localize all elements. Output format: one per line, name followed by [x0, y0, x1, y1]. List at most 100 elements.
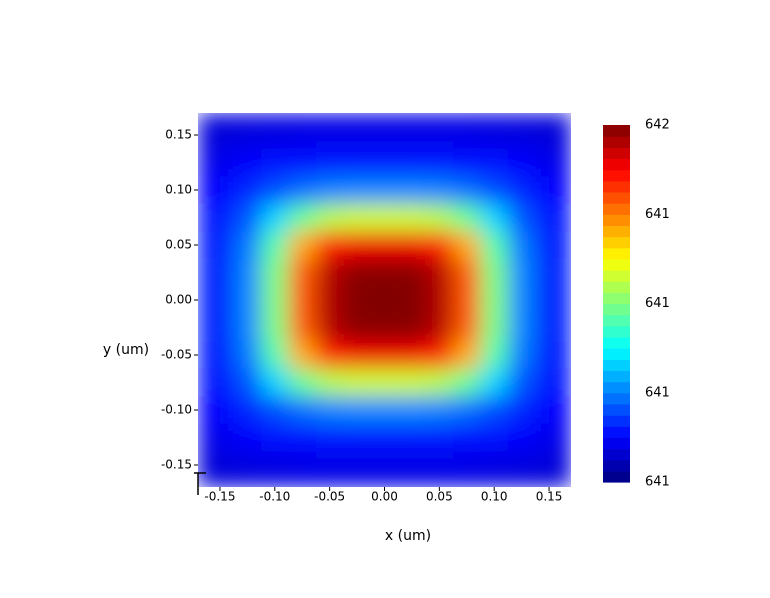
heatmap-cell	[480, 231, 509, 260]
heatmap-cell	[370, 368, 399, 397]
heatmap-cell	[453, 313, 481, 342]
heatmap-cell	[261, 341, 290, 370]
heatmap-cell	[233, 341, 262, 370]
heatmap-cell	[453, 368, 481, 397]
heatmap-cell	[425, 176, 454, 205]
colorbar-band	[603, 459, 630, 472]
colorbar-tick-label: 641	[645, 207, 670, 222]
colorbar-tick-label: 641	[645, 296, 670, 311]
colorbar-band	[603, 392, 630, 405]
y-tick-label: -0.15	[161, 458, 192, 472]
heatmap-cell	[233, 148, 262, 177]
heatmap-cell	[507, 396, 536, 425]
heatmap-cell	[198, 423, 235, 452]
heatmap-cell	[535, 396, 571, 425]
heatmap-cell	[480, 451, 509, 487]
heatmap-cell	[288, 341, 317, 370]
colorbar-band	[603, 136, 630, 148]
heatmap-cell	[233, 423, 262, 452]
heatmap-cell	[535, 368, 571, 397]
colorbar-band	[603, 403, 630, 416]
colorbar-band	[603, 258, 630, 271]
colorbar-band	[603, 303, 630, 316]
heatmap-cell	[507, 286, 536, 315]
heatmap-cell	[343, 286, 372, 315]
heatmap-cell	[288, 231, 317, 260]
heatmap-cell	[535, 148, 571, 177]
heatmap-cell	[535, 313, 571, 342]
heatmap-cell	[315, 113, 344, 150]
colorbar-band	[603, 281, 630, 293]
heatmap-cell	[425, 231, 454, 260]
heatmap-cell	[398, 231, 427, 260]
heatmap-cell	[288, 313, 317, 342]
colorbar-band	[603, 191, 630, 204]
colorbar-band	[603, 426, 630, 438]
y-tick-label: 0.10	[165, 183, 192, 197]
heatmap-cell	[288, 396, 317, 425]
heatmap-cell	[198, 451, 235, 487]
colorbar-tick-label: 641	[645, 475, 670, 490]
heatmap-cell	[535, 423, 571, 452]
colorbar-tick-label: 641	[645, 385, 670, 400]
y-axis-label: y (um)	[103, 342, 149, 358]
heatmap-cell	[398, 396, 427, 425]
heatmap-cell	[370, 341, 399, 370]
heatmap-cell	[343, 368, 372, 397]
heatmap-cell	[535, 113, 571, 150]
heatmap-cell	[453, 148, 481, 177]
heatmap-cell	[288, 368, 317, 397]
colorbar-tick-label: 642	[645, 118, 670, 133]
colorbar-band	[603, 381, 630, 394]
heatmap-cell	[315, 368, 344, 397]
heatmap-cell	[288, 423, 317, 452]
plot-area	[198, 113, 571, 487]
heatmap-cell	[398, 313, 427, 342]
heatmap-cell	[233, 113, 262, 150]
heatmap-cell	[507, 113, 536, 150]
heatmap-cell	[480, 203, 509, 232]
colorbar-band	[603, 247, 630, 260]
heatmap-cell	[480, 396, 509, 425]
heatmap-cell	[315, 451, 344, 487]
heatmap-cell	[198, 368, 235, 397]
x-tick-label: -0.05	[314, 490, 345, 504]
heatmap-cell	[261, 176, 290, 205]
colorbar-band	[603, 169, 630, 182]
heatmap-cell	[398, 203, 427, 232]
heatmap-cell	[261, 396, 290, 425]
heatmap-cell	[315, 423, 344, 452]
heatmap-cell	[198, 313, 235, 342]
colorbar-band	[603, 158, 630, 171]
heatmap-cell	[315, 148, 344, 177]
x-tick-label: -0.15	[204, 490, 235, 504]
heatmap-cell	[370, 451, 399, 487]
colorbar-band	[603, 214, 630, 227]
heatmap-cell	[261, 423, 290, 452]
heatmap-cell	[535, 203, 571, 232]
heatmap-cell	[480, 148, 509, 177]
heatmap-cell	[343, 313, 372, 342]
heatmap-cell	[535, 176, 571, 205]
colorbar-band	[603, 415, 630, 427]
heatmap-cell	[425, 286, 454, 315]
heatmap-cell	[398, 148, 427, 177]
heatmap-cell	[398, 286, 427, 315]
heatmap-cell	[507, 258, 536, 287]
heatmap-cell	[480, 113, 509, 150]
heatmap-cell	[315, 231, 344, 260]
heatmap-cell	[453, 258, 481, 287]
heatmap-cell	[315, 396, 344, 425]
colorbar-band	[603, 125, 630, 137]
heatmap-cell	[315, 341, 344, 370]
x-tick-label: 0.10	[481, 490, 508, 504]
heatmap-cell	[343, 396, 372, 425]
heatmap-cell	[261, 148, 290, 177]
heatmap-cell	[233, 313, 262, 342]
heatmap-cell	[288, 451, 317, 487]
heatmap-cell	[453, 341, 481, 370]
heatmap-cell	[425, 368, 454, 397]
colorbar-band	[603, 348, 630, 360]
heatmap-cell	[507, 341, 536, 370]
